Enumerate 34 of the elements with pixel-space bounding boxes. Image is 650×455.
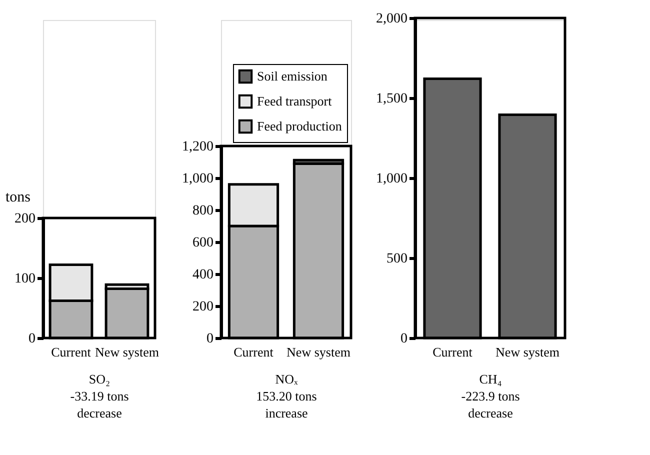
text: -223.9 tons xyxy=(461,388,520,404)
y-tick-label: 100 xyxy=(14,272,36,286)
text: decrease xyxy=(468,406,514,420)
y-tick-label: 800 xyxy=(192,204,214,218)
y-tick-label: 2,000 xyxy=(376,12,408,26)
y-tick-label: 600 xyxy=(192,236,214,250)
x-axis-title: CH₄ xyxy=(479,372,502,386)
y-tick-label: 200 xyxy=(192,300,214,314)
text: decrease xyxy=(77,406,122,420)
x-tick-label: Current xyxy=(432,344,473,360)
y-tick-label: 400 xyxy=(192,268,214,282)
y-tick-label: 200 xyxy=(14,212,36,226)
x-tick-label: Current xyxy=(234,344,274,360)
y-tick-label: 1,000 xyxy=(376,172,408,186)
x-axis-title: NOₓ xyxy=(275,372,298,386)
text: increase xyxy=(265,406,308,420)
y-tick-label: 0 xyxy=(28,332,36,346)
y-tick-label: 0 xyxy=(400,332,408,346)
y-axis-title: tons xyxy=(6,190,31,206)
y-tick-label: 1,500 xyxy=(376,92,408,106)
legend-label: Soil emission xyxy=(257,68,328,84)
x-tick-label: New system xyxy=(286,344,350,360)
y-tick-label: 0 xyxy=(206,332,214,346)
x-tick-label: New system xyxy=(496,344,560,360)
legend-label: Feed production xyxy=(257,118,342,134)
y-tick-label: 1,200 xyxy=(182,140,214,154)
y-tick-label: 1,000 xyxy=(182,172,214,186)
x-tick-label: New system xyxy=(95,344,159,360)
y-tick-label: 500 xyxy=(386,252,408,266)
x-axis-title: SO₂ xyxy=(88,372,110,386)
legend-label: Feed transport xyxy=(257,94,332,108)
text: -33.19 tons xyxy=(70,388,129,404)
text: 153.20 tons xyxy=(256,388,317,404)
x-tick-label: Current xyxy=(51,344,92,360)
